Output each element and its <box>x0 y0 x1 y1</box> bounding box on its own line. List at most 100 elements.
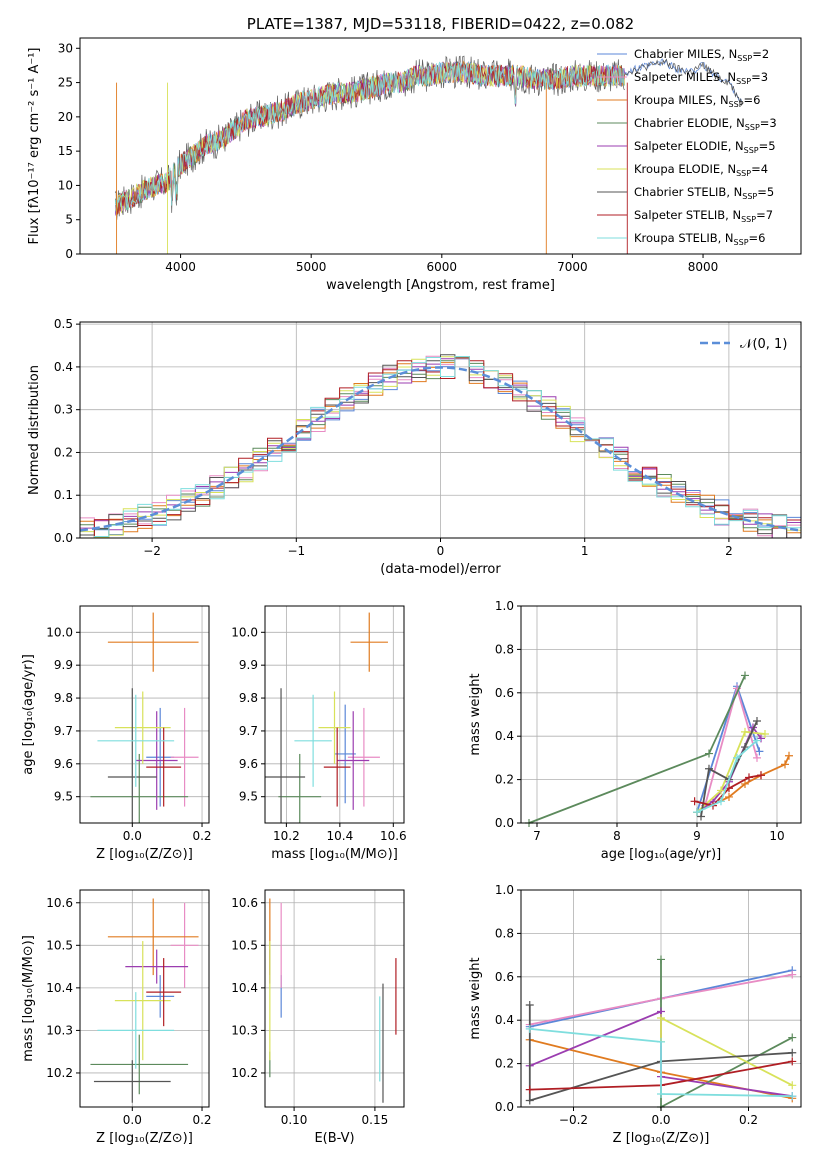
data-point <box>350 612 388 672</box>
x-tick-label: 10.4 <box>326 829 353 843</box>
y-axis-label: mass [log₁₀(M/M⊙)] <box>21 935 36 1062</box>
data-point <box>146 958 182 1027</box>
data-point <box>170 902 199 988</box>
y-tick-label: 20 <box>58 110 73 124</box>
x-tick-label: 10.6 <box>380 829 407 843</box>
y-tick-label: 0.0 <box>54 531 73 545</box>
x-tick-label: 0.10 <box>281 1113 308 1127</box>
series-marker <box>788 1092 797 1101</box>
x-tick-label: 1 <box>581 544 589 558</box>
axes-frame <box>79 605 210 824</box>
spectrum-line <box>624 58 743 106</box>
axes-frame <box>520 605 802 824</box>
y-tick-label: 9.8 <box>54 691 73 705</box>
x-tick-label: −2 <box>143 544 161 558</box>
series-line <box>696 683 761 813</box>
errorbars <box>90 898 199 1103</box>
series-marker <box>788 1048 797 1057</box>
data-point <box>107 612 199 672</box>
x-tick-label: 0 <box>437 544 445 558</box>
y-tick-label: 9.8 <box>239 691 258 705</box>
y-tick-label: 10.0 <box>231 625 258 639</box>
y-tick-label: 9.7 <box>54 724 73 738</box>
axes-frame <box>264 889 405 1108</box>
x-tick-label: 7 <box>533 829 541 843</box>
x-axis-label: Z [log₁₀(Z/Z⊙)] <box>613 1131 710 1146</box>
y-tick-label: 0 <box>65 247 73 261</box>
series-marker <box>741 743 749 752</box>
z-vs-weight-panel: −0.2 0.0 0.2 0.0 0.2 0.4 0.6 0.8 1.0 Z [log₁₀(Z/Z… <box>468 883 802 1146</box>
legend-entry: Kroupa MILES, NSSP=6 <box>634 93 760 109</box>
axes-frame <box>79 889 210 1108</box>
data-point <box>90 753 189 823</box>
data-point <box>107 688 157 823</box>
spectrum-lines <box>114 55 743 254</box>
errorbars <box>269 898 397 1103</box>
x-tick-label: 0.2 <box>739 1113 758 1127</box>
series-marker <box>788 1033 797 1042</box>
data-point <box>97 992 175 1069</box>
series-marker <box>755 747 764 756</box>
x-tick-label: 0.15 <box>362 1113 389 1127</box>
series-marker <box>753 736 761 745</box>
y-tick-label: 0.2 <box>495 773 514 787</box>
y-tick-label: 9.9 <box>54 658 73 672</box>
legend-entry: Chabrier STELIB, NSSP=5 <box>634 185 774 201</box>
y-tick-label: 0.8 <box>495 926 514 940</box>
series-marker <box>745 773 753 782</box>
legend-entry: Chabrier ELODIE, NSSP=3 <box>634 116 777 132</box>
y-tick-label: 9.9 <box>239 658 258 672</box>
legend-entry: 𝒩(0, 1) <box>740 337 787 352</box>
y-tick-label: 9.6 <box>239 757 258 771</box>
spectrum-panel: PLATE=1387, MJD=53118, FIBERID=0422, z=0… <box>27 15 802 293</box>
data-point <box>146 975 175 1018</box>
histograms <box>80 354 801 538</box>
y-tick-label: 25 <box>58 76 73 90</box>
y-axis-label: Normed distribution <box>27 365 42 495</box>
x-tick-label: 4000 <box>165 260 196 274</box>
series-line <box>528 1005 793 1102</box>
series-marker <box>788 970 797 979</box>
x-axis-label: (data-model)/error <box>380 562 501 577</box>
y-tick-label: 9.7 <box>239 724 258 738</box>
legend-entry: Salpeter STELIB, NSSP=7 <box>634 208 773 224</box>
y-tick-label: 0.6 <box>495 686 514 700</box>
data-point <box>93 1060 171 1103</box>
series-marker <box>705 764 713 773</box>
age-vs-weight-panel: 7 8 9 10 0.0 0.2 0.4 0.6 0.8 1.0 age [log₁₀(age/yr… <box>468 599 802 862</box>
x-tick-label: −1 <box>287 544 305 558</box>
data-point <box>97 694 175 787</box>
errorbars <box>265 612 388 823</box>
y-tick-label: 10.3 <box>231 1023 258 1037</box>
x-tick-label: 2 <box>725 544 733 558</box>
series-line <box>696 730 766 813</box>
series-marker <box>741 779 749 788</box>
y-tick-label: 0.4 <box>54 360 73 374</box>
series-marker <box>525 1001 534 1010</box>
y-tick-label: 10.4 <box>46 981 73 995</box>
residuals-panel: −2 −1 0 1 2 0.0 0.1 0.2 0.3 0.4 0.5 (data-model)/er… <box>27 317 802 577</box>
x-tick-label: 7000 <box>557 260 588 274</box>
series-marker <box>785 751 793 760</box>
data-point <box>318 691 351 764</box>
y-tick-label: 10.4 <box>231 981 258 995</box>
y-tick-label: 9.6 <box>54 757 73 771</box>
x-tick-label: −0.2 <box>559 1113 588 1127</box>
series-marker <box>781 760 789 769</box>
y-tick-label: 0.2 <box>54 445 73 459</box>
data-point <box>170 707 199 807</box>
x-axis-label: E(B-V) <box>314 1131 354 1146</box>
y-tick-label: 0.4 <box>495 729 514 743</box>
y-axis-label: age [log₁₀(age/yr)] <box>21 654 36 775</box>
series-marker <box>741 727 749 736</box>
mass-vs-age-panel: 10.2 10.4 10.6 9.5 9.6 9.7 9.8 9.9 10.0 mass [log… <box>231 605 407 862</box>
x-axis-label: mass [log₁₀(M/M⊙)] <box>271 847 398 862</box>
y-tick-label: 10.3 <box>46 1023 73 1037</box>
legend-entry: Chabrier MILES, NSSP=2 <box>634 47 769 63</box>
legend-entry: Kroupa ELODIE, NSSP=4 <box>634 162 768 178</box>
normal-curve <box>80 366 801 532</box>
x-tick-label: 0.2 <box>192 829 211 843</box>
data-point <box>114 941 171 1061</box>
y-tick-label: 0.6 <box>495 970 514 984</box>
legend: Chabrier MILES, NSSP=2 Salpeter MILES, NS… <box>597 47 777 247</box>
